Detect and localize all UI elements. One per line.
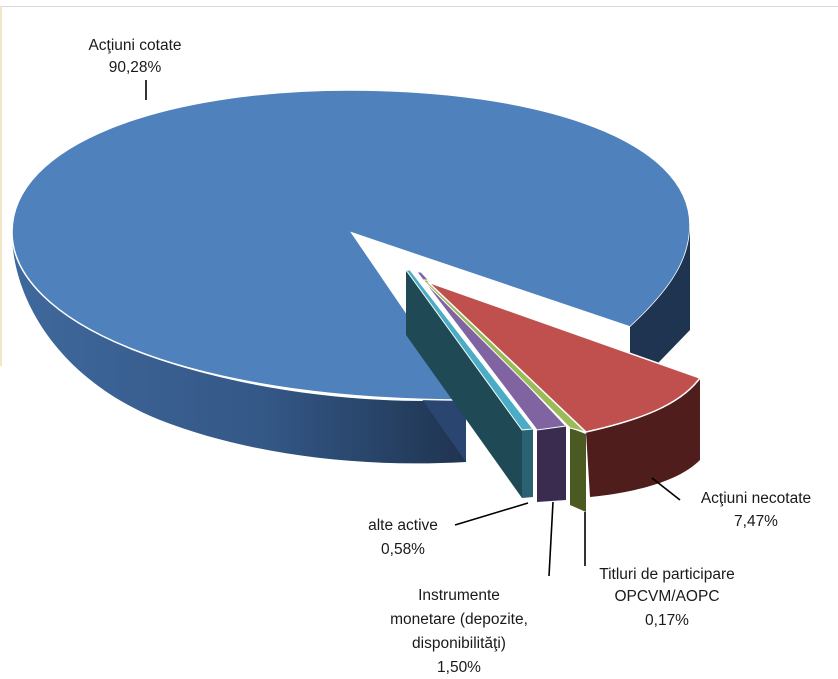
label-instrumente-value: 1,50% — [437, 659, 481, 676]
label-actiuni-cotate-name: Acţiuni cotate — [88, 37, 181, 54]
label-alte-active-name: alte active — [368, 517, 438, 534]
label-instrumente-name-line2: monetare (depozite, — [390, 611, 528, 628]
label-actiuni-necotate-value: 7,47% — [734, 513, 778, 530]
slice-instrumente-monetare-side — [537, 426, 566, 502]
frame-left-border — [0, 6, 2, 366]
label-instrumente-name-line3: disponibilităţi) — [412, 635, 506, 652]
slice-titluri-participare-side — [570, 428, 586, 512]
label-titluri-name-line2: OPCVM/AOPC — [614, 588, 719, 605]
label-instrumente-name-line1: Instrumente — [418, 587, 500, 604]
data-labels: Acţiuni cotate 90,28% Acţiuni necotate 7… — [88, 37, 811, 676]
leader-line-alte-active — [454, 502, 529, 526]
slice-alte-active[interactable] — [405, 269, 534, 498]
slice-actiuni-cotate-side — [12, 232, 466, 464]
label-actiuni-cotate-value: 90,28% — [109, 59, 162, 76]
slice-actiuni-necotate-side — [586, 378, 700, 497]
leader-lines — [145, 80, 681, 577]
label-titluri-name-line1: Titluri de participare — [599, 566, 735, 583]
slice-alte-active-top — [405, 269, 534, 431]
slice-alte-active-side-left — [406, 270, 522, 498]
slice-actiuni-cotate[interactable] — [11, 89, 691, 464]
label-actiuni-necotate-name: Acţiuni necotate — [701, 490, 811, 507]
slice-alte-active-side — [522, 429, 533, 498]
slice-actiuni-necotate[interactable] — [427, 281, 702, 497]
label-titluri-value: 0,17% — [645, 612, 689, 629]
label-alte-active-value: 0,58% — [381, 541, 425, 558]
leader-line-actiuni-necotate — [651, 477, 681, 501]
slice-actiuni-necotate-top — [427, 281, 702, 433]
frame-top-border — [0, 6, 838, 7]
leader-line-instrumente — [548, 501, 554, 577]
